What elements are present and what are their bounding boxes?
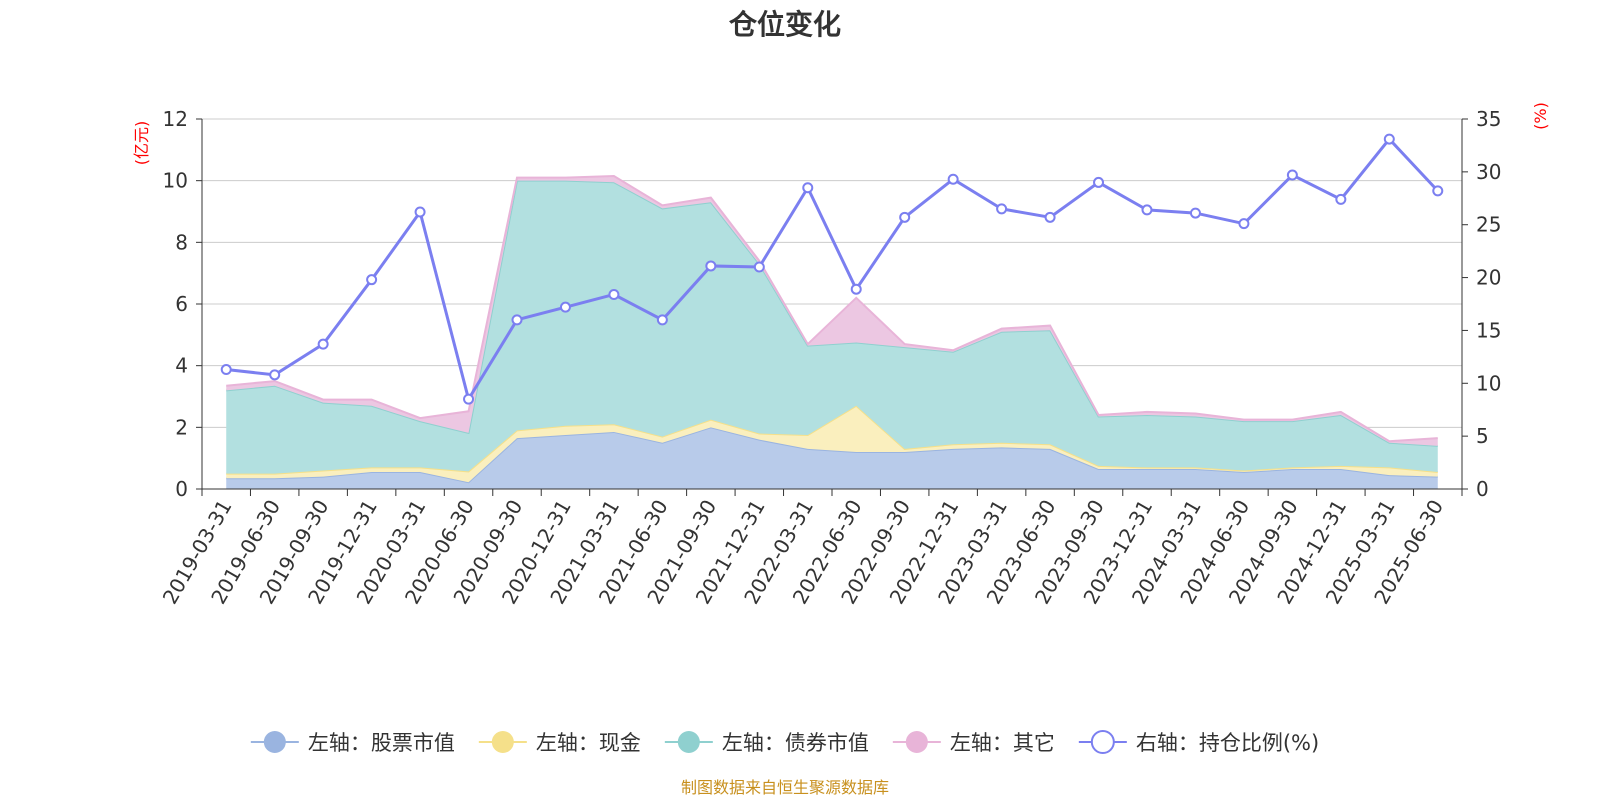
holding-ratio-point: [414, 206, 426, 218]
area-2: [226, 405, 1438, 483]
legend-label: 右轴：持仓比例(%): [1136, 731, 1319, 755]
legend-label: 左轴：现金: [536, 731, 641, 755]
right-axis-tick-label: 25: [1476, 213, 1501, 237]
legend-item-4[interactable]: 左轴：其它: [892, 731, 1055, 755]
area-3: [226, 180, 1438, 474]
left-axis-tick-label: 6: [175, 292, 188, 316]
holding-ratio-point: [317, 338, 329, 350]
area-1: [226, 427, 1438, 489]
holding-ratio-point: [1238, 218, 1250, 230]
area-edge-4: [226, 175, 1438, 443]
holding-ratio-point: [463, 393, 475, 405]
legend-item-2[interactable]: 左轴：现金: [478, 731, 641, 755]
left-axis-tick-label: 4: [175, 354, 188, 378]
legend-label: 左轴：债券市值: [722, 731, 869, 755]
holding-ratio-point: [1093, 176, 1105, 188]
holding-ratio-point: [753, 261, 765, 273]
right-axis-tick-label: 35: [1476, 107, 1501, 131]
right-axis-tick-label: 30: [1476, 160, 1501, 184]
legend-item-3[interactable]: 左轴：债券市值: [664, 731, 869, 755]
legend-marker: [263, 731, 286, 753]
holding-ratio-point: [1432, 185, 1444, 197]
legend-marker: [1090, 730, 1115, 754]
right-axis-tick-label: 10: [1476, 371, 1501, 395]
right-axis-unit: (%): [1531, 102, 1550, 130]
legend-item-5[interactable]: 右轴：持仓比例(%): [1078, 730, 1319, 755]
holding-ratio-point: [802, 182, 814, 194]
left-axis-tick-label: 12: [163, 107, 188, 131]
holding-ratio-point: [1383, 133, 1395, 145]
legend-marker: [677, 731, 700, 753]
right-axis-tick-label: 5: [1476, 424, 1489, 448]
holding-ratio-point: [850, 283, 862, 295]
right-axis-tick-label: 20: [1476, 266, 1501, 290]
legend-marker: [905, 731, 928, 753]
chart-title: 仓位变化: [729, 8, 841, 41]
legend-item-1[interactable]: 左轴：股票市值: [250, 731, 455, 755]
holding-ratio-point: [1335, 193, 1347, 205]
holding-ratio-line: [226, 136, 1439, 403]
holding-ratio-point: [899, 211, 911, 223]
left-axis-tick-label: 8: [175, 230, 188, 254]
holding-ratio-point: [1141, 204, 1153, 216]
left-axis-tick-label: 2: [175, 415, 188, 439]
legend-label: 左轴：股票市值: [308, 731, 455, 755]
holding-ratio-point: [608, 288, 620, 300]
holding-ratio-point: [366, 274, 378, 286]
holding-ratio-point: [947, 173, 959, 185]
holding-ratio-point: [1044, 211, 1056, 223]
legend[interactable]: 左轴：股票市值 左轴：现金 左轴：债券市值 左轴：其它 右轴：持仓比例(%): [250, 730, 1319, 755]
line-series: [220, 133, 1444, 405]
holding-ratio-point: [220, 364, 232, 376]
holding-ratio-point: [559, 301, 571, 313]
holding-ratio-point: [996, 203, 1008, 215]
holding-ratio-point: [1189, 207, 1201, 219]
legend-label: 左轴：其它: [950, 731, 1055, 755]
left-axis-tick-label: 0: [175, 477, 188, 501]
right-axis-tick-label: 0: [1476, 477, 1489, 501]
data-source-note: 制图数据来自恒生聚源数据库: [681, 778, 889, 797]
holding-ratio-point: [511, 314, 523, 326]
holding-ratio-point: [705, 260, 717, 272]
left-axis-tick-label: 10: [163, 169, 188, 193]
right-axis-tick-label: 15: [1476, 318, 1501, 342]
holding-ratio-point: [1286, 169, 1298, 181]
holding-ratio-point: [269, 369, 281, 381]
holding-ratio-point: [656, 314, 668, 326]
legend-marker: [491, 731, 514, 753]
area-series: [226, 175, 1438, 489]
left-axis-unit: (亿元): [132, 121, 151, 166]
